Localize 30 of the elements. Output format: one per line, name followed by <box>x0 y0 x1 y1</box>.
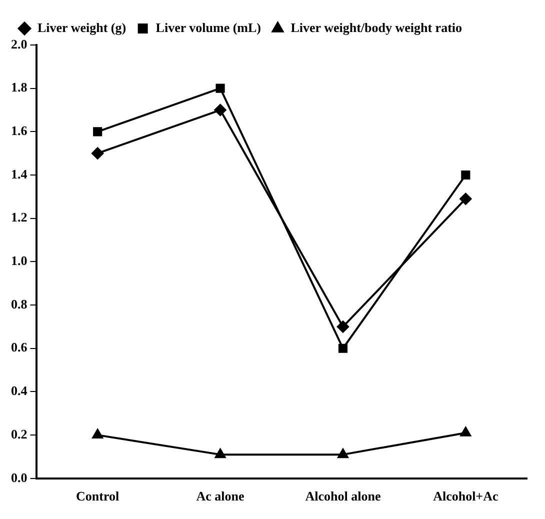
x-tick-label: Control <box>76 488 120 504</box>
x-tick-label: Alcohol+Ac <box>433 488 498 504</box>
point <box>460 192 472 205</box>
x-tick-label: Ac alone <box>196 488 245 504</box>
y-tick-label: 1.0 <box>11 253 28 268</box>
point <box>214 448 226 458</box>
point <box>216 84 225 93</box>
legend-label: Liver volume (mL) <box>156 20 261 35</box>
y-tick-label: 1.2 <box>11 210 28 225</box>
y-tick-label: 1.6 <box>11 123 28 138</box>
point <box>92 147 104 160</box>
point <box>92 429 103 439</box>
y-tick-label: 0.4 <box>11 383 28 398</box>
legend-label: Liver weight/body weight ratio <box>290 20 462 35</box>
y-tick-label: 0.8 <box>11 296 28 312</box>
y-tick-label: 0.0 <box>11 470 28 485</box>
point <box>460 426 471 436</box>
legend-label: Liver weight (g) <box>38 20 126 35</box>
point <box>93 127 102 136</box>
y-tick-label: 0.6 <box>11 340 28 355</box>
x-tick-label: Alcohol alone <box>305 488 381 504</box>
point <box>336 320 349 333</box>
point <box>214 104 226 116</box>
y-tick-label: 0.2 <box>11 426 28 442</box>
point <box>461 170 470 180</box>
y-tick-label: 2.0 <box>11 36 28 52</box>
y-tick-label: 1.4 <box>11 166 28 182</box>
point <box>338 448 348 458</box>
point <box>338 344 348 353</box>
y-tick-label: 1.8 <box>11 80 28 95</box>
